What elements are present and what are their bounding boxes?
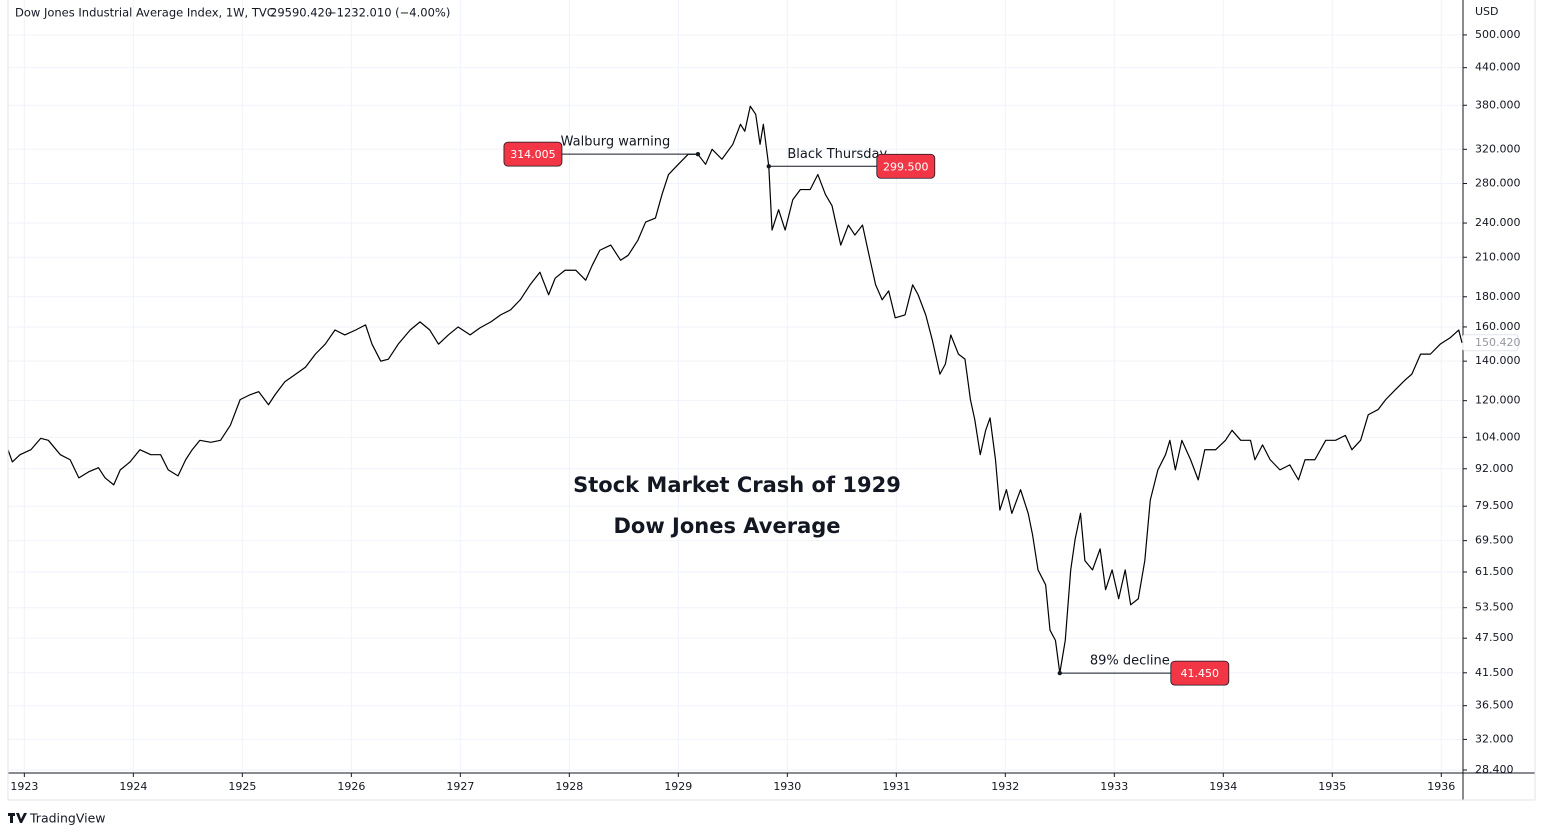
y-tick-label: 79.500 <box>1475 499 1514 512</box>
annotation-point <box>695 151 701 157</box>
x-tick-label: 1935 <box>1318 780 1346 793</box>
currency: USD <box>1475 5 1499 18</box>
annotations: Walburg warning 314.005 Black Thursday299.… <box>503 135 1230 686</box>
last-price-label: 150.420 <box>1475 336 1521 349</box>
annotation-box <box>876 153 936 179</box>
last-price-box <box>1462 334 1519 352</box>
annotation-text: Black Thursday <box>787 147 887 162</box>
annotation-label: 41.450 <box>1181 667 1220 680</box>
annotation-box <box>503 141 563 167</box>
symbol-header: Dow Jones Industrial Average Index, 1W, … <box>15 6 275 20</box>
x-tick-label: 1936 <box>1427 780 1455 793</box>
price-line <box>7 105 1463 674</box>
x-tick-label: 1925 <box>228 780 256 793</box>
y-tick-label: 53.500 <box>1475 601 1514 614</box>
y-tick-label: 120.000 <box>1475 394 1521 407</box>
y-tick-label: 32.000 <box>1475 732 1514 745</box>
y-tick-label: 320.000 <box>1475 142 1521 155</box>
price-header: 29590.420 <box>270 6 332 20</box>
y-tick-label: 61.500 <box>1475 565 1514 578</box>
x-tick-label: 1929 <box>664 780 692 793</box>
x-tick-label: 1932 <box>991 780 1019 793</box>
brand-name: TradingView <box>29 811 106 826</box>
x-tick-label: 1928 <box>555 780 583 793</box>
y-tick-label: 28.400 <box>1475 763 1514 776</box>
y-tick-label: 69.500 <box>1475 534 1514 547</box>
chart-subtitle: Dow Jones Average <box>613 514 840 538</box>
annotation-point <box>766 164 771 169</box>
x-tick-label: 1931 <box>882 780 910 793</box>
y-tick-label: 104.000 <box>1475 430 1521 443</box>
y-tick-label: 180.000 <box>1475 290 1521 303</box>
annotation-box <box>1170 660 1230 686</box>
annotation-label: 314.005 <box>510 148 556 161</box>
change-header: −1232.010 (−4.00%) <box>327 6 450 20</box>
axes: 28.400 32.000 36.500 41.500 47.500 53.500 61.5… <box>10 28 1520 793</box>
y-tick-label: 160.000 <box>1475 320 1521 333</box>
x-tick-label: 1933 <box>1100 780 1128 793</box>
y-tick-label: 280.000 <box>1475 177 1521 190</box>
annotation-text: Walburg warning <box>561 135 671 150</box>
annotation-label: 299.500 <box>883 160 929 173</box>
annotation-text: 89% decline <box>1090 654 1170 669</box>
x-tick-label: 1923 <box>10 780 38 793</box>
y-tick-label: 36.500 <box>1475 699 1514 712</box>
y-tick-label: 47.500 <box>1475 631 1514 644</box>
y-tick-label: 41.500 <box>1475 666 1514 679</box>
y-tick-label: 380.000 <box>1475 98 1521 111</box>
y-tick-label: 240.000 <box>1475 216 1521 229</box>
brand-logo: TradingView <box>8 811 106 826</box>
x-tick-label: 1927 <box>446 780 474 793</box>
y-tick-label: 440.000 <box>1475 61 1521 74</box>
plot-area <box>7 105 1463 674</box>
chart-title: Stock Market Crash of 1929 <box>573 473 901 497</box>
x-tick-label: 1934 <box>1209 780 1237 793</box>
x-tick-label: 1930 <box>773 780 801 793</box>
grid <box>8 0 1462 773</box>
logo-icon <box>8 813 27 823</box>
y-tick-label: 500.000 <box>1475 28 1521 41</box>
annotation-point <box>1057 670 1063 676</box>
y-tick-label: 92.000 <box>1475 462 1514 475</box>
x-tick-label: 1924 <box>119 780 147 793</box>
y-tick-label: 140.000 <box>1475 354 1521 367</box>
x-tick-label: 1926 <box>337 780 365 793</box>
y-tick-label: 210.000 <box>1475 250 1521 263</box>
